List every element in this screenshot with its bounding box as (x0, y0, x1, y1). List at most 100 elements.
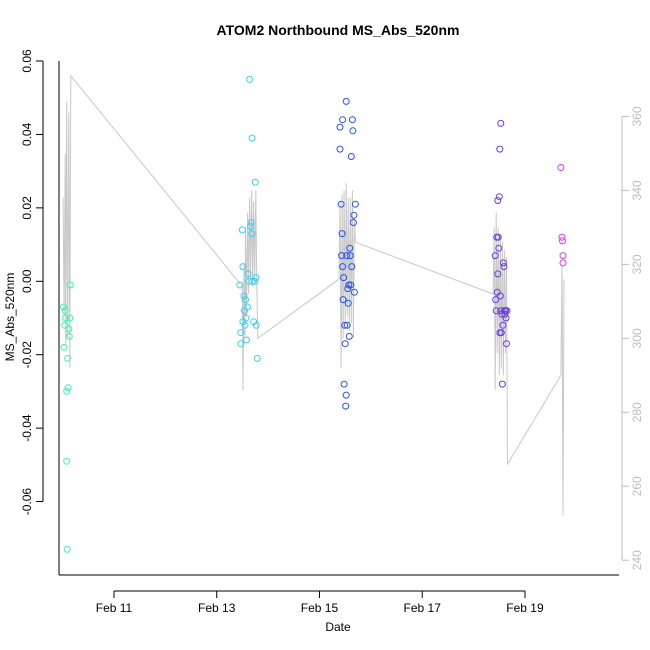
data-point (349, 127, 357, 135)
data-point (239, 263, 247, 271)
data-point (499, 259, 507, 267)
data-point (336, 145, 344, 153)
data-point (494, 233, 502, 241)
data-point (252, 321, 260, 329)
data-point (252, 274, 260, 282)
y2-tick-label: 360 (630, 106, 644, 126)
x-axis-label: Date (325, 620, 351, 634)
data-point (345, 332, 353, 340)
data-point (248, 230, 256, 238)
y2-tick-label: 280 (630, 402, 644, 422)
data-point (497, 119, 505, 127)
data-point (492, 307, 500, 315)
data-point (238, 226, 246, 234)
data-point (345, 281, 353, 289)
data-point (240, 292, 248, 300)
y-tick-label: -0.04 (20, 414, 34, 442)
data-point (341, 321, 349, 329)
data-point (339, 116, 347, 124)
x-tick-label: Feb 19 (506, 601, 544, 615)
data-point (340, 380, 348, 388)
y-axis-label: MS_Abs_520nm (3, 273, 17, 362)
data-point (557, 164, 565, 171)
data-point (244, 270, 252, 278)
y2-tick-label: 300 (630, 328, 644, 348)
y-tick-label: 0.00 (20, 269, 34, 293)
y2-tick-label: 320 (630, 254, 644, 274)
y2-tick-label: 340 (630, 180, 644, 200)
data-point (347, 281, 355, 289)
data-point (342, 391, 350, 399)
data-point (251, 178, 259, 186)
data-point (64, 384, 72, 392)
data-point (341, 340, 349, 348)
x-tick-label: Feb 11 (96, 601, 133, 615)
data-point (247, 222, 255, 230)
data-point (61, 307, 69, 315)
data-point (242, 314, 250, 322)
data-point (495, 244, 503, 252)
data-point (65, 325, 73, 333)
data-point (246, 75, 254, 83)
x-tick-label: Feb 13 (198, 601, 236, 615)
data-point (496, 145, 504, 153)
data-point (60, 303, 68, 311)
data-point (491, 252, 499, 260)
data-point (66, 281, 74, 289)
data-point (500, 263, 508, 271)
data-point (558, 233, 566, 241)
data-point (342, 97, 350, 105)
data-point (498, 380, 506, 388)
data-point (495, 193, 503, 201)
data-point (559, 237, 566, 245)
data-point (336, 123, 344, 131)
data-point (63, 387, 71, 395)
y2-tick-label: 240 (630, 550, 644, 570)
data-point (349, 219, 357, 226)
y-tick-label: 0.06 (20, 49, 34, 73)
data-point (253, 354, 261, 362)
data-point (62, 314, 70, 322)
data-point (503, 340, 510, 348)
data-points (60, 75, 567, 553)
data-point (340, 274, 348, 282)
data-point (502, 314, 510, 322)
data-point (242, 296, 249, 304)
y2-tick-label: 260 (630, 476, 644, 496)
data-point (501, 310, 509, 318)
data-point (342, 402, 350, 410)
data-point (494, 197, 502, 204)
data-point (61, 321, 69, 329)
data-point (343, 321, 351, 329)
y-tick-label: -0.06 (20, 488, 34, 516)
right-axis-series (62, 74, 565, 516)
chart-title: ATOM2 Northbound MS_Abs_520nm (217, 22, 460, 38)
data-point (346, 252, 354, 260)
data-point (337, 200, 345, 208)
data-point (64, 354, 72, 362)
x-tick-label: Feb 15 (301, 601, 339, 615)
data-point (237, 340, 245, 348)
data-point (339, 263, 347, 271)
data-point (247, 219, 255, 226)
data-point (351, 200, 359, 208)
data-point (347, 153, 355, 160)
data-point (343, 252, 351, 260)
x-tick-label: Feb 17 (404, 601, 442, 615)
data-point (559, 259, 567, 267)
axes: Feb 11 Feb 13 Feb 15 Feb 17 Feb 19 -0.06 -0.04… (20, 49, 644, 615)
data-point (338, 230, 346, 238)
data-point (344, 299, 352, 307)
data-point (60, 343, 68, 351)
data-point (244, 303, 252, 311)
y-tick-label: 0.02 (20, 196, 34, 220)
y-tick-label: -0.02 (20, 341, 34, 369)
data-point (65, 332, 73, 340)
data-point (494, 270, 502, 278)
data-point (63, 457, 71, 465)
data-point (350, 288, 358, 296)
data-point (236, 281, 244, 289)
data-point (243, 336, 250, 344)
y-tick-label: 0.04 (20, 122, 34, 146)
